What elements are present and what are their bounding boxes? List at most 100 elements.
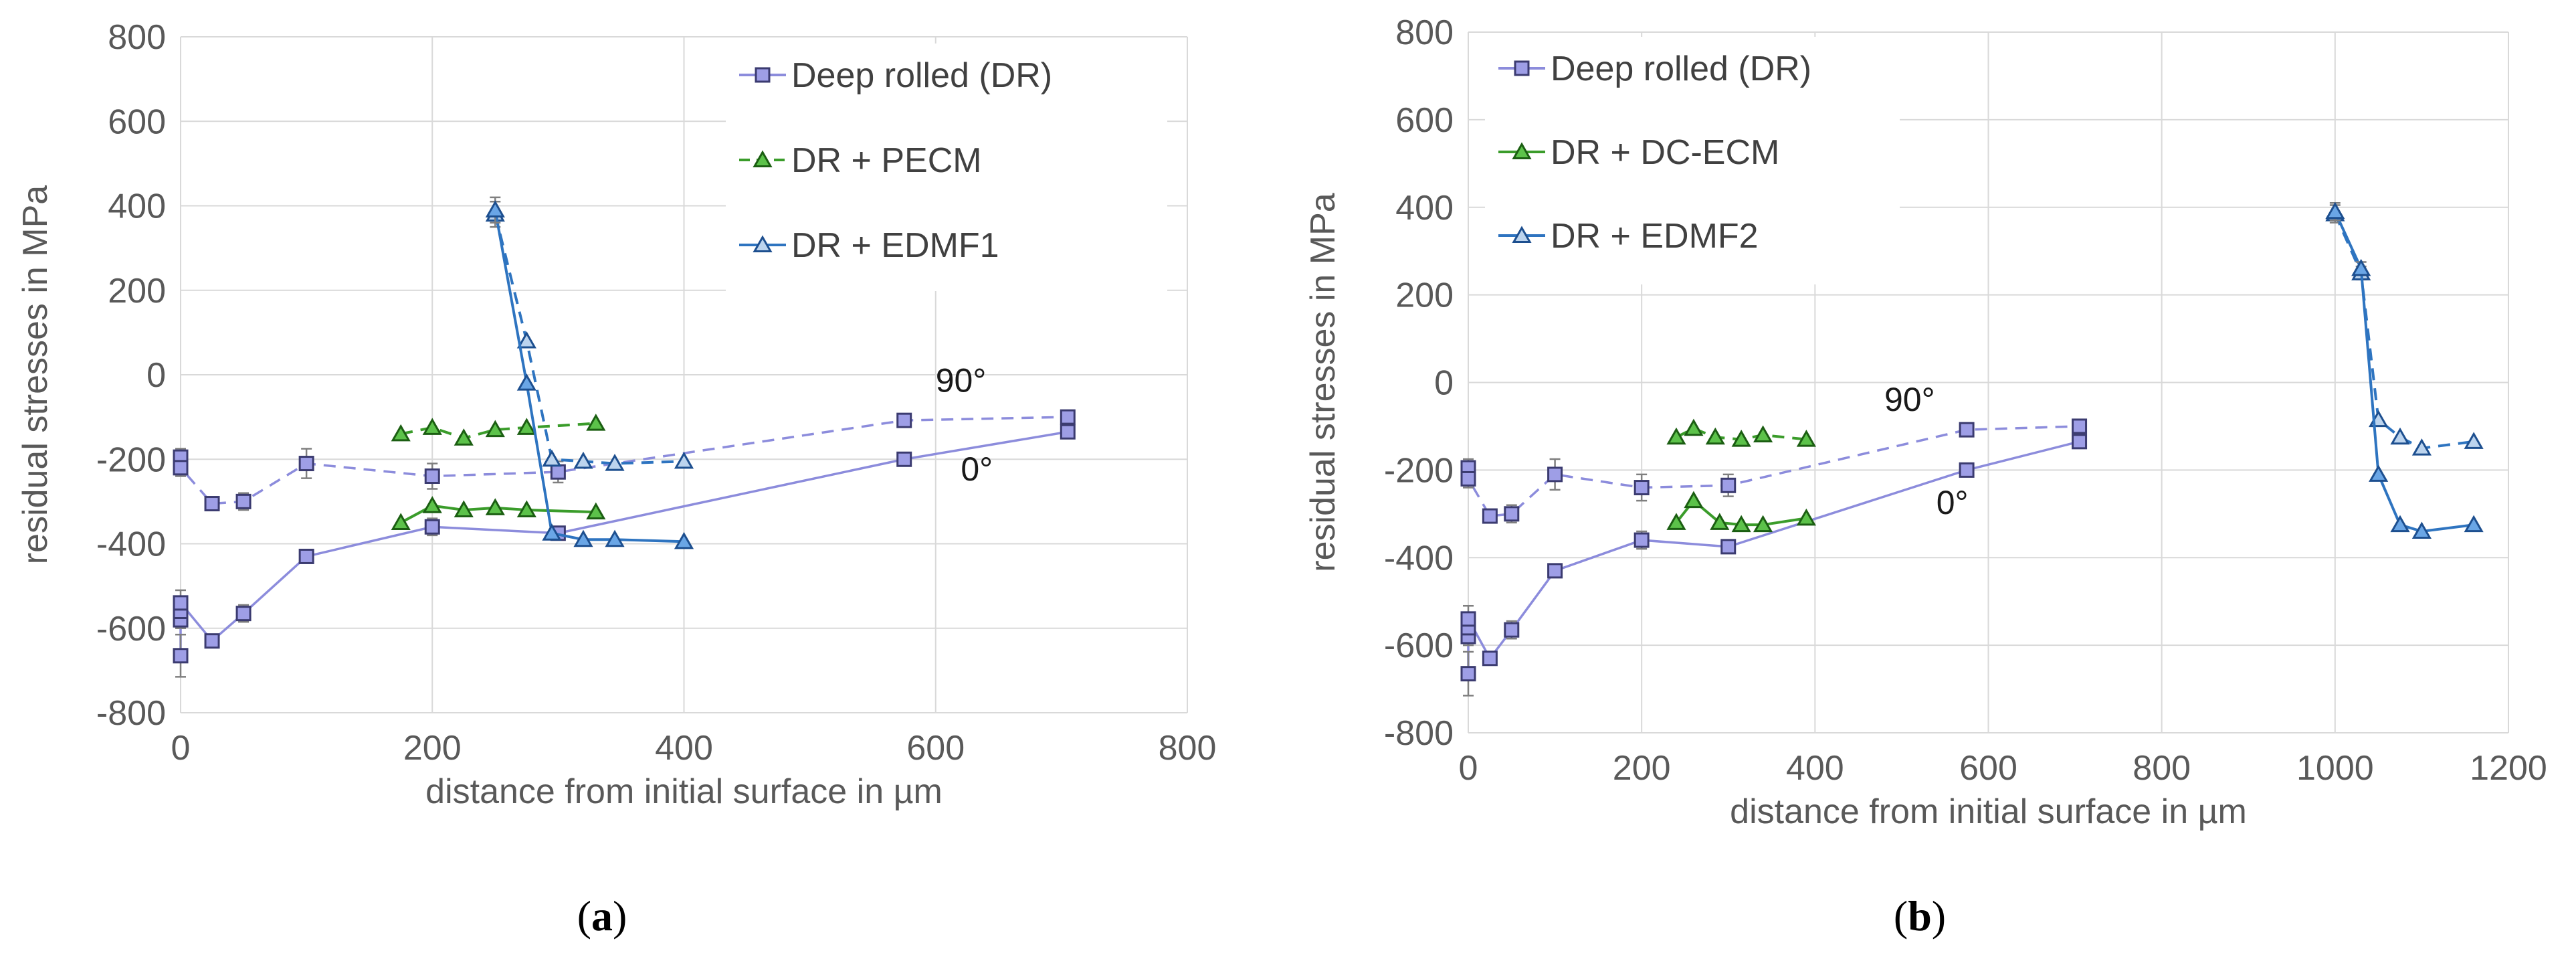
caption-paren: ( bbox=[577, 892, 591, 940]
data-point bbox=[204, 496, 220, 512]
series bbox=[1666, 418, 1816, 447]
data-point bbox=[1547, 563, 1563, 579]
series bbox=[173, 409, 1076, 512]
data-point bbox=[605, 529, 625, 547]
data-point bbox=[2390, 515, 2410, 533]
caption-paren: ( bbox=[1894, 892, 1908, 940]
x-tick-label: 800 bbox=[2133, 749, 2191, 788]
data-point bbox=[2072, 434, 2088, 450]
data-point bbox=[516, 331, 536, 349]
legend-marker bbox=[1514, 60, 1530, 76]
data-point bbox=[516, 373, 536, 391]
y-tick-label: 600 bbox=[108, 102, 166, 141]
data-point bbox=[485, 498, 505, 515]
data-point bbox=[1504, 622, 1520, 638]
legend-entry: Deep rolled (DR) bbox=[1551, 50, 1811, 88]
series-line bbox=[494, 213, 684, 465]
data-point bbox=[2390, 427, 2410, 445]
data-point bbox=[422, 418, 442, 435]
data-point bbox=[573, 529, 593, 547]
legend-background bbox=[726, 44, 1167, 291]
y-tick-label: 0 bbox=[146, 356, 166, 395]
data-point bbox=[485, 420, 505, 438]
series bbox=[1460, 434, 2088, 697]
data-point bbox=[173, 595, 189, 611]
x-tick-label: 400 bbox=[1786, 749, 1844, 788]
legend-background bbox=[1485, 37, 1900, 284]
data-point bbox=[1796, 430, 1816, 447]
data-point bbox=[454, 428, 474, 446]
data-point bbox=[896, 412, 912, 428]
data-point bbox=[573, 451, 593, 469]
data-point bbox=[454, 500, 474, 517]
data-point bbox=[298, 456, 314, 472]
data-point bbox=[1796, 508, 1816, 526]
series-line bbox=[494, 209, 684, 543]
series bbox=[2325, 201, 2484, 539]
x-axis-label: distance from initial surface in µm bbox=[1730, 792, 2247, 831]
y-tick-label: 200 bbox=[108, 272, 166, 311]
legend-marker bbox=[1512, 142, 1532, 159]
caption-letter: b bbox=[1908, 892, 1932, 940]
y-tick-label: 200 bbox=[1395, 276, 1454, 315]
x-tick-label: 200 bbox=[403, 729, 462, 768]
data-point bbox=[2072, 418, 2088, 434]
series bbox=[391, 496, 606, 530]
data-point bbox=[605, 454, 625, 471]
y-axis-label: residual stresses in MPa bbox=[16, 185, 55, 565]
gridlines bbox=[180, 36, 1188, 713]
data-point bbox=[516, 500, 536, 517]
data-point bbox=[1959, 462, 1975, 478]
data-point bbox=[2464, 432, 2484, 449]
data-point bbox=[298, 548, 314, 564]
data-point bbox=[542, 523, 562, 541]
data-point bbox=[1633, 532, 1650, 548]
data-point bbox=[2411, 521, 2432, 539]
series-line bbox=[1467, 425, 2080, 517]
data-point bbox=[1460, 666, 1476, 682]
data-point bbox=[1753, 515, 1773, 533]
legend-marker bbox=[753, 235, 773, 252]
y-tick-label: 400 bbox=[1395, 189, 1454, 228]
data-point bbox=[391, 424, 411, 442]
data-point bbox=[674, 531, 694, 549]
annotation-label: 0° bbox=[1937, 484, 1969, 521]
y-tick-label: -800 bbox=[96, 694, 166, 733]
data-point bbox=[1460, 470, 1476, 487]
x-tick-label: 1000 bbox=[2296, 749, 2374, 788]
data-point bbox=[1547, 466, 1563, 483]
data-point bbox=[1460, 611, 1476, 627]
data-point bbox=[391, 513, 411, 530]
data-point bbox=[2325, 201, 2345, 220]
caption-letter: a bbox=[591, 892, 613, 940]
data-point bbox=[1633, 480, 1650, 496]
y-tick-label: -200 bbox=[96, 440, 166, 479]
data-point bbox=[1684, 418, 1704, 436]
legend-entry: DR + EDMF1 bbox=[791, 226, 999, 265]
y-tick-label: 800 bbox=[1395, 13, 1454, 52]
data-point bbox=[235, 606, 252, 622]
y-tick-label: -600 bbox=[96, 610, 166, 648]
data-point bbox=[542, 449, 562, 467]
y-tick-label: 400 bbox=[108, 187, 166, 226]
data-point bbox=[674, 451, 694, 469]
data-point bbox=[424, 468, 440, 484]
x-tick-label: 0 bbox=[171, 729, 191, 768]
y-tick-label: -200 bbox=[1384, 451, 1454, 490]
data-point bbox=[1959, 422, 1975, 438]
data-point bbox=[586, 414, 606, 431]
data-point bbox=[485, 200, 505, 218]
y-tick-label: 600 bbox=[1395, 101, 1454, 140]
data-point bbox=[1060, 409, 1076, 425]
y-tick-label: 0 bbox=[1434, 364, 1454, 403]
data-point bbox=[1753, 425, 1773, 443]
data-point bbox=[204, 633, 220, 649]
chart-a: -800 -600 -400 -200 0 200 400 600 800 0 200 400 600 8… bbox=[16, 18, 1216, 940]
data-point bbox=[1710, 513, 1730, 530]
x-tick-label: 400 bbox=[655, 729, 713, 768]
data-point bbox=[586, 502, 606, 520]
legend-marker bbox=[753, 150, 773, 167]
legend-entry: DR + DC-ECM bbox=[1551, 133, 1779, 172]
data-point bbox=[1482, 651, 1498, 667]
